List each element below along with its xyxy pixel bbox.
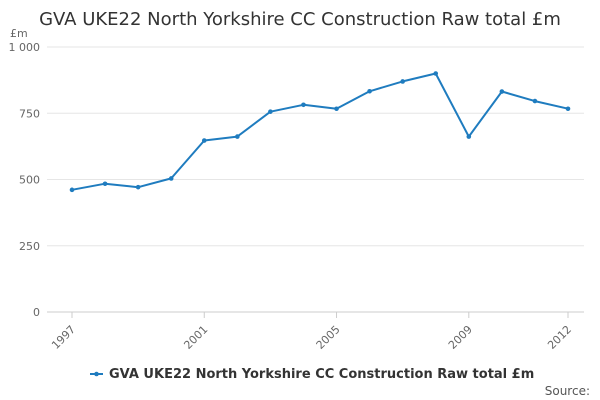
x-tick-label: 2005 bbox=[314, 323, 343, 352]
data-point bbox=[235, 134, 240, 139]
data-point bbox=[168, 176, 174, 181]
data-point bbox=[301, 102, 306, 108]
source-label: Source: bbox=[545, 384, 590, 398]
series-line bbox=[71, 72, 569, 191]
legend-series-marker bbox=[94, 371, 99, 377]
x-tick-label: 2012 bbox=[545, 323, 574, 352]
data-point bbox=[102, 181, 108, 187]
x-tick-label: 1997 bbox=[49, 323, 78, 352]
data-point bbox=[433, 71, 439, 76]
series-points bbox=[69, 71, 571, 193]
x-axis-ticks: 1997 2001 2005 2009 2012 bbox=[49, 312, 574, 352]
chart-title: GVA UKE22 North Yorkshire CC Constructio… bbox=[39, 9, 561, 30]
x-tick-label: 2009 bbox=[446, 323, 475, 352]
y-axis-unit-label: £m bbox=[10, 27, 28, 40]
data-point bbox=[334, 106, 339, 112]
data-point bbox=[400, 79, 405, 84]
y-tick-label: 750 bbox=[19, 107, 40, 120]
data-point bbox=[268, 109, 273, 114]
y-axis-tick-labels: 0 250 500 750 1 000 bbox=[9, 41, 41, 319]
data-point bbox=[135, 184, 141, 190]
series-lines bbox=[71, 72, 569, 191]
data-point bbox=[565, 106, 571, 112]
y-tick-label: 1 000 bbox=[9, 41, 41, 54]
data-point bbox=[532, 98, 538, 104]
grid-lines bbox=[47, 46, 584, 313]
y-tick-label: 500 bbox=[19, 174, 40, 187]
y-tick-label: 250 bbox=[19, 240, 40, 253]
x-tick-label: 2001 bbox=[181, 323, 210, 352]
y-tick-label: 0 bbox=[33, 306, 40, 319]
legend: GVA UKE22 North Yorkshire CC Constructio… bbox=[90, 367, 534, 382]
data-point bbox=[201, 138, 207, 143]
data-point bbox=[499, 89, 505, 94]
data-point bbox=[466, 134, 472, 139]
data-point bbox=[367, 88, 372, 94]
data-point bbox=[69, 187, 75, 193]
legend-series-label: GVA UKE22 North Yorkshire CC Constructio… bbox=[109, 367, 534, 382]
